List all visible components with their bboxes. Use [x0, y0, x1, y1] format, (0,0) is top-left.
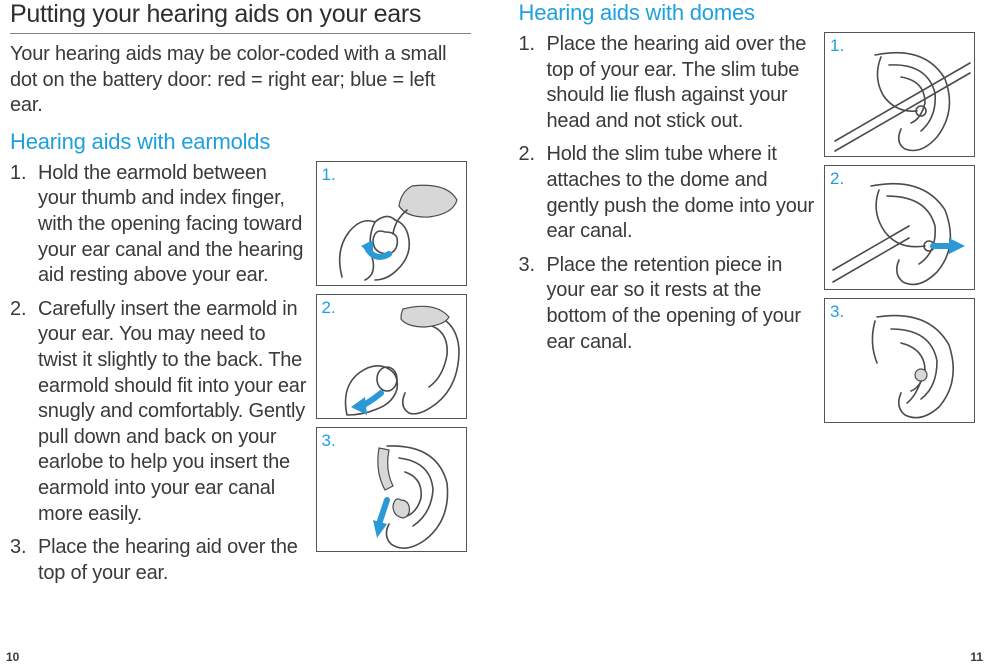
list-item: Place the retention piece in your ear so…	[519, 253, 817, 355]
left-body: Hold the earmold between your thumb and …	[10, 161, 471, 595]
page-number: 10	[6, 650, 19, 664]
list-item: Hold the slim tube where it attaches to …	[519, 142, 817, 244]
fig-dome-1: 1.	[824, 32, 975, 157]
subheading-earmolds: Hearing aids with earmolds	[10, 129, 471, 155]
page-left: Putting your hearing aids on your ears Y…	[0, 0, 495, 666]
earmold-insert-icon	[317, 295, 468, 420]
intro-text: Your hearing aids may be color-coded wit…	[10, 42, 471, 119]
dome-retention-icon	[825, 299, 976, 424]
right-body: Place the hearing aid over the top of yo…	[519, 32, 980, 431]
list-item: Place the hearing aid over the top of yo…	[10, 535, 308, 586]
right-steps-col: Place the hearing aid over the top of yo…	[519, 32, 817, 431]
fig-number: 3.	[830, 302, 844, 322]
page-right: Hearing aids with domes Place the hearin…	[495, 0, 989, 666]
left-figs-col: 1.	[316, 161, 471, 595]
fig-dome-3: 3.	[824, 298, 975, 423]
list-item: Place the hearing aid over the top of yo…	[519, 32, 817, 134]
fig-number: 2.	[830, 169, 844, 189]
dome-steps: Place the hearing aid over the top of yo…	[519, 32, 817, 355]
dome-overear-icon	[825, 33, 976, 158]
spread: Putting your hearing aids on your ears Y…	[0, 0, 989, 666]
fig-earmold-1: 1.	[316, 161, 467, 286]
right-figs-col: 1. 2.	[824, 32, 979, 431]
list-item: Carefully insert the earmold in your ear…	[10, 297, 308, 527]
fig-dome-2: 2.	[824, 165, 975, 290]
page-title: Putting your hearing aids on your ears	[10, 0, 471, 34]
earmold-hold-icon	[317, 162, 468, 287]
list-item: Hold the earmold between your thumb and …	[10, 161, 308, 289]
fig-number: 1.	[830, 36, 844, 56]
fig-number: 2.	[322, 298, 336, 318]
earmold-overear-icon	[317, 428, 468, 553]
left-steps-col: Hold the earmold between your thumb and …	[10, 161, 308, 595]
dome-push-icon	[825, 166, 976, 291]
page-number: 11	[970, 650, 983, 664]
fig-earmold-2: 2.	[316, 294, 467, 419]
fig-earmold-3: 3.	[316, 427, 467, 552]
fig-number: 1.	[322, 165, 336, 185]
earmold-steps: Hold the earmold between your thumb and …	[10, 161, 308, 587]
subheading-domes: Hearing aids with domes	[519, 0, 980, 26]
fig-number: 3.	[322, 431, 336, 451]
